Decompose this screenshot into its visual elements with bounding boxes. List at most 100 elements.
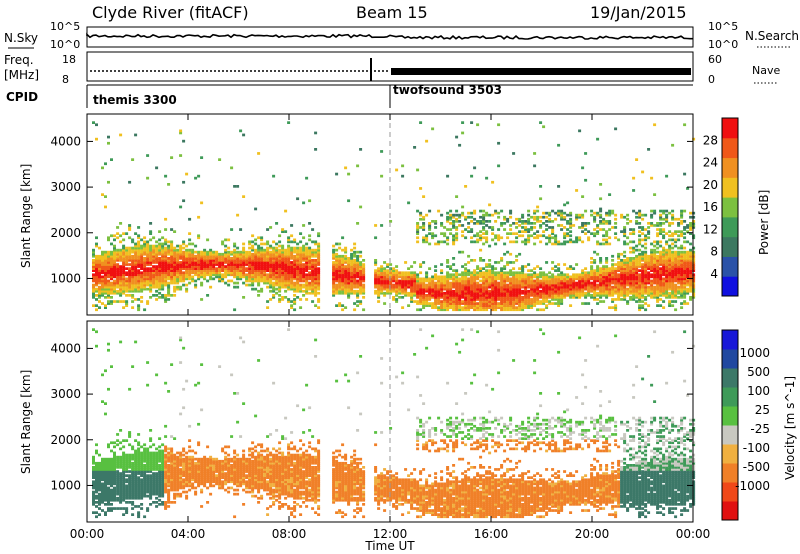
power-cell: [437, 300, 441, 303]
power-cell: [677, 281, 681, 285]
power-cell: [248, 269, 252, 272]
power-cell: [185, 283, 189, 287]
power-cell: [647, 287, 651, 291]
power-cell: [173, 230, 177, 233]
power-cell: [233, 257, 237, 260]
velocity-cell: [128, 480, 132, 484]
power-cell: [134, 271, 138, 275]
power-cell: [488, 265, 492, 268]
power-cell: [215, 259, 219, 262]
power-cell: [692, 277, 696, 281]
power-cell: [644, 285, 648, 289]
power-cell: [263, 273, 267, 277]
power-cell: [197, 269, 201, 272]
power-cell: [533, 211, 537, 215]
power-cell: [284, 259, 288, 262]
power-cell: [443, 283, 447, 287]
power-cell: [110, 263, 113, 266]
power-cell: [170, 273, 174, 277]
power-cell: [512, 304, 516, 307]
power-cell: [680, 234, 684, 238]
power-cell: [401, 283, 405, 287]
power-cell: [107, 287, 110, 291]
power-cell: [509, 302, 513, 305]
power-cell: [572, 277, 576, 281]
power-cell: [182, 259, 186, 262]
power-cell: [395, 168, 399, 172]
velocity-cell: [119, 472, 123, 475]
power-cell: [479, 248, 483, 252]
power-cell: [677, 261, 681, 264]
power-cell: [464, 289, 468, 293]
power-cell: [473, 211, 477, 215]
power-cell: [563, 277, 567, 281]
velocity-cell: [101, 468, 104, 471]
power-cell: [602, 273, 606, 277]
power-cell: [272, 257, 276, 260]
power-cell: [689, 222, 693, 225]
power-cell: [413, 281, 417, 285]
power-cell: [527, 263, 531, 266]
power-cell: [668, 279, 672, 283]
power-cell: [347, 289, 351, 293]
power-cell: [305, 281, 309, 285]
power-cell: [242, 133, 246, 137]
power-cell: [293, 259, 297, 262]
power-cell: [134, 285, 138, 289]
power-cell: [113, 234, 116, 238]
power-cell: [275, 248, 279, 252]
power-cell: [536, 205, 540, 209]
power-cell: [281, 265, 285, 268]
power-cell: [344, 254, 348, 258]
power-cell: [272, 254, 276, 258]
power-cell: [467, 281, 471, 285]
power-cell: [410, 300, 414, 303]
velocity-cell: [98, 470, 101, 473]
power-cell: [683, 220, 687, 223]
power-cell: [674, 230, 678, 233]
power-cell: [293, 238, 297, 242]
power-cell: [422, 222, 426, 225]
power-cell: [380, 224, 384, 227]
power-cell: [98, 296, 101, 299]
power-cell: [398, 283, 402, 287]
power-cell: [272, 174, 276, 178]
power-cell: [314, 240, 318, 244]
power-cell: [392, 285, 396, 289]
power-cell: [644, 296, 648, 299]
power-cell: [641, 306, 645, 309]
power-cell: [470, 296, 474, 299]
power-cell: [191, 261, 195, 264]
power-cell: [107, 236, 110, 240]
power-cell: [638, 234, 642, 238]
power-cell: [608, 242, 612, 246]
power-cell: [437, 308, 441, 312]
power-cell: [629, 232, 633, 235]
power-cell: [554, 236, 558, 240]
power-cell: [677, 273, 681, 277]
power-cell: [566, 228, 570, 231]
power-cell: [590, 296, 594, 299]
power-cell: [464, 273, 468, 277]
power-cell: [677, 267, 681, 270]
power-cell: [506, 291, 510, 295]
power-cell: [293, 298, 297, 301]
power-cell: [479, 304, 483, 307]
power-cell: [140, 263, 144, 266]
power-cell: [461, 277, 465, 281]
power-cell: [644, 257, 648, 260]
power-cell: [641, 281, 645, 285]
power-cell: [107, 285, 110, 289]
power-cell: [647, 236, 651, 240]
power-cell: [443, 296, 447, 299]
power-cell: [224, 271, 228, 275]
power-cell: [251, 265, 255, 268]
power-cell: [446, 285, 450, 289]
power-cell: [419, 217, 423, 221]
power-cell: [647, 304, 651, 307]
power-cell: [170, 252, 174, 256]
power-cell: [449, 281, 453, 285]
power-cell: [347, 199, 351, 203]
power-cell: [632, 230, 636, 233]
power-cell: [146, 302, 150, 305]
